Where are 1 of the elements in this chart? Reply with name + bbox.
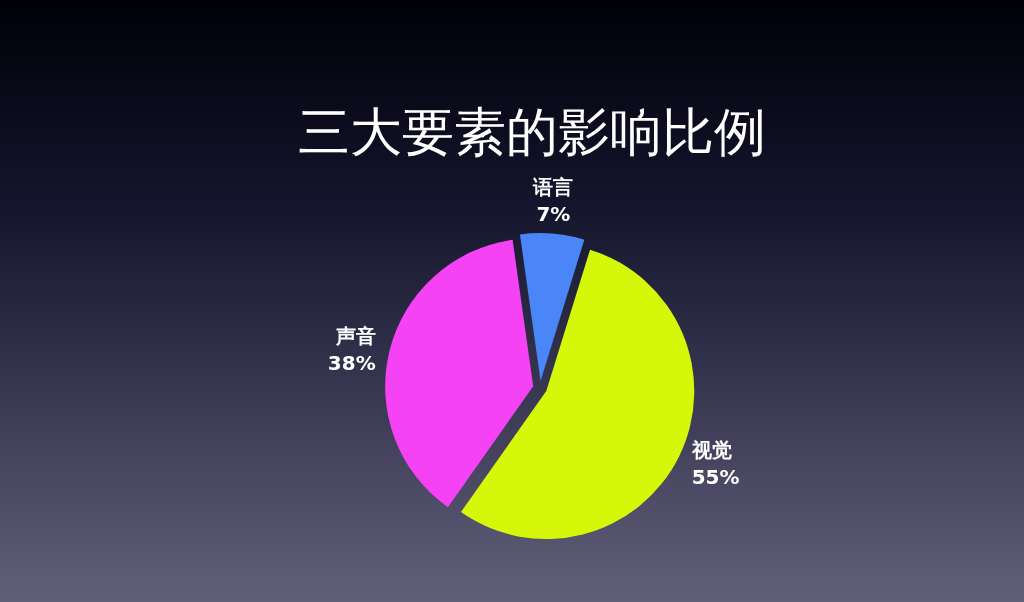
title: 三大要素的影响比例: [298, 102, 766, 162]
